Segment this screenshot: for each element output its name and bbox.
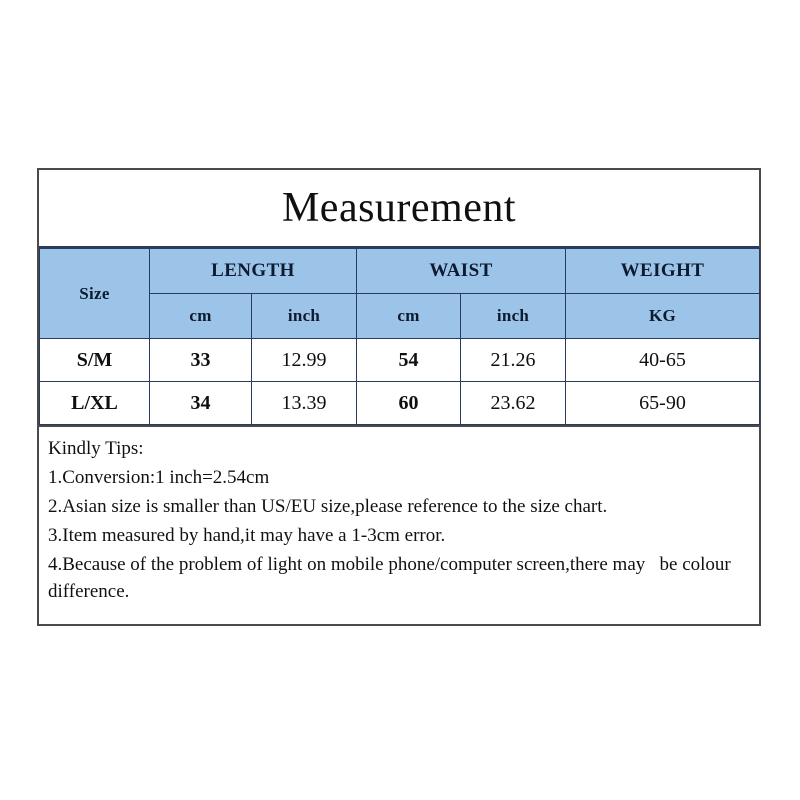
chart-title-band: Measurement (39, 170, 759, 248)
cell-waist-inch: 21.26 (460, 338, 567, 382)
header-group-waist: WAIST (356, 248, 567, 294)
cell-size: S/M (39, 338, 150, 382)
header-waist-inch: inch (460, 293, 567, 339)
kindly-tips-section: Kindly Tips: 1.Conversion:1 inch=2.54cm … (39, 425, 759, 624)
cell-weight-kg: 65-90 (565, 381, 761, 425)
header-size: Size (39, 248, 150, 339)
table-header: Size LENGTH WAIST WEIGHT cm inch cm inch… (39, 248, 761, 339)
tips-line-3: 3.Item measured by hand,it may have a 1-… (48, 524, 446, 546)
header-length-cm: cm (149, 293, 252, 339)
tips-line-1: 1.Conversion:1 inch=2.54cm (48, 466, 270, 488)
cell-length-cm: 34 (149, 381, 252, 425)
cell-length-inch: 13.39 (250, 381, 358, 425)
size-table: Size LENGTH WAIST WEIGHT cm inch cm inch… (39, 248, 761, 425)
header-waist-cm: cm (356, 293, 462, 339)
cell-waist-cm: 54 (356, 338, 462, 382)
measurement-size-chart: Measurement Size LENGTH WAIST WEIGHT cm … (37, 168, 761, 626)
cell-length-cm: 33 (149, 338, 252, 382)
tips-line-4: 4.Because of the problem of light on mob… (48, 553, 736, 602)
tips-heading: Kindly Tips: (48, 438, 144, 459)
table-body: S/M 33 12.99 54 21.26 40-65 L/XL 34 13.3… (39, 338, 761, 425)
cell-weight-kg: 40-65 (565, 338, 761, 382)
header-group-length: LENGTH (148, 248, 358, 294)
table-row: S/M 33 12.99 54 21.26 40-65 (39, 338, 761, 382)
cell-length-inch: 12.99 (250, 338, 358, 382)
cell-waist-inch: 23.62 (460, 381, 567, 425)
cell-waist-cm: 60 (356, 381, 462, 425)
page-title: Measurement (281, 185, 517, 231)
cell-size: L/XL (39, 381, 150, 425)
header-group-weight: WEIGHT (565, 248, 761, 294)
header-weight-kg: KG (565, 293, 761, 339)
table-header-row-groups: Size LENGTH WAIST WEIGHT (39, 248, 761, 339)
table-row: L/XL 34 13.39 60 23.62 65-90 (39, 381, 761, 425)
header-length-inch: inch (250, 293, 358, 339)
table-header-row-units: cm inch cm inch KG (40, 293, 761, 339)
tips-line-2: 2.Asian size is smaller than US/EU size,… (48, 495, 608, 517)
